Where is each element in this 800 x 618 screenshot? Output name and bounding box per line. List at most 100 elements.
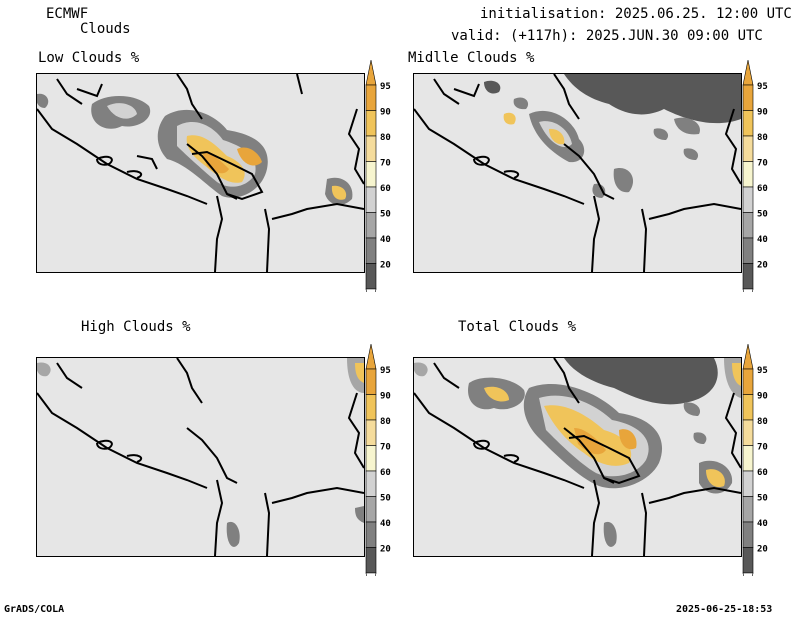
colorbar-segment: [365, 186, 377, 213]
colorbar-middle: 95 90 80 70 60 50 40 20: [740, 58, 780, 314]
colorbar-tick-label: 95: [380, 366, 391, 376]
colorbar-arrow-bottom: [365, 572, 377, 598]
colorbar-tick-label: 70: [380, 159, 391, 169]
valid-time: valid: (+117h): 2025.JUN.30 09:00 UTC: [451, 28, 763, 44]
colorbar-tick-label: 70: [757, 443, 768, 453]
colorbar-tick-label: 40: [757, 235, 768, 245]
panel-title-low: Low Clouds %: [38, 50, 140, 66]
colorbar-segment: [742, 419, 754, 446]
colorbar-tick-label: 60: [380, 184, 391, 194]
colorbar-segment: [365, 547, 377, 574]
colorbar-tick-label: 60: [380, 468, 391, 478]
colorbar-svg: 95 90 80 70 60 50 40 20: [742, 343, 768, 598]
product-name: Clouds: [80, 21, 131, 37]
colorbar-tick-label: 40: [380, 519, 391, 529]
borders-middle: [414, 74, 741, 272]
colorbar-segment: [742, 496, 754, 523]
panel-title-middle: Midlle Clouds %: [408, 50, 535, 66]
colorbar-tick-label: 50: [380, 210, 391, 220]
init-time: initialisation: 2025.06.25. 12:00 UTC: [480, 6, 792, 22]
colorbar-svg: 95 90 80 70 60 50 40 20: [742, 59, 768, 314]
panel-title-high: High Clouds %: [81, 319, 191, 335]
colorbar-segment: [742, 186, 754, 213]
borders-total: [414, 358, 741, 556]
borders-low: [37, 74, 364, 272]
colorbar-tick-label: 80: [757, 133, 768, 143]
colorbar-segment: [365, 161, 377, 188]
colorbar-total: 95 90 80 70 60 50 40 20: [740, 342, 780, 598]
colorbar-tick-label: 40: [380, 235, 391, 245]
map-panel-low: [36, 73, 365, 273]
colorbar-segment: [742, 110, 754, 137]
colorbar-segment: [742, 84, 754, 111]
colorbar-segment: [742, 161, 754, 188]
colorbar-tick-label: 90: [757, 392, 768, 402]
colorbar-segment: [365, 135, 377, 162]
colorbar-segment: [365, 419, 377, 446]
colorbar-svg: 95 90 80 70 60 50 40 20: [365, 343, 391, 598]
map-panel-total: [413, 357, 742, 557]
colorbar-tick-label: 80: [757, 417, 768, 427]
cloud-field-high: [37, 358, 364, 547]
colorbar-tick-label: 20: [380, 545, 391, 555]
colorbar-arrow-bottom: [742, 288, 754, 314]
colorbar-tick-label: 50: [757, 494, 768, 504]
footer-timestamp: 2025-06-25-18:53: [676, 604, 773, 615]
footer-software: GrADS/COLA: [4, 604, 65, 615]
colorbar-tick-label: 20: [757, 545, 768, 555]
colorbar-arrow-top: [742, 59, 754, 86]
map-panel-high: [36, 357, 365, 557]
colorbar-arrow-bottom: [365, 288, 377, 314]
colorbar-segment: [742, 368, 754, 395]
colorbar-tick-label: 60: [757, 468, 768, 478]
colorbar-tick-label: 90: [380, 392, 391, 402]
colorbar-segment: [742, 394, 754, 421]
colorbar-segment: [742, 547, 754, 574]
map-panel-middle: [413, 73, 742, 273]
colorbar-arrow-top: [742, 343, 754, 370]
colorbar-segment: [742, 521, 754, 548]
colorbar-tick-label: 20: [757, 261, 768, 271]
colorbar-tick-label: 70: [380, 443, 391, 453]
colorbar-tick-label: 80: [380, 417, 391, 427]
colorbar-segment: [365, 237, 377, 264]
colorbar-segment: [365, 84, 377, 111]
colorbar-tick-label: 50: [380, 494, 391, 504]
cloud-field-total: [414, 358, 741, 547]
cloud-field-middle: [484, 74, 741, 198]
colorbar-tick-label: 60: [757, 184, 768, 194]
colorbar-tick-label: 90: [757, 108, 768, 118]
colorbar-tick-label: 80: [380, 133, 391, 143]
model-name: ECMWF: [46, 6, 89, 22]
colorbar-tick-label: 20: [380, 261, 391, 271]
colorbar-tick-label: 70: [757, 159, 768, 169]
colorbar-segment: [365, 368, 377, 395]
colorbar-segment: [742, 470, 754, 497]
colorbar-segment: [365, 263, 377, 290]
colorbar-segment: [365, 496, 377, 523]
colorbar-low: 95 90 80 70 60 50 40 20: [363, 58, 403, 314]
colorbar-segment: [742, 237, 754, 264]
colorbar-segment: [365, 394, 377, 421]
colorbar-segment: [742, 135, 754, 162]
colorbar-segment: [742, 212, 754, 239]
colorbar-segment: [365, 521, 377, 548]
colorbar-arrow-bottom: [742, 572, 754, 598]
colorbar-tick-label: 95: [757, 82, 768, 92]
colorbar-high: 95 90 80 70 60 50 40 20: [363, 342, 403, 598]
colorbar-tick-label: 95: [757, 366, 768, 376]
colorbar-segment: [365, 470, 377, 497]
colorbar-tick-label: 90: [380, 108, 391, 118]
colorbar-arrow-top: [365, 343, 377, 370]
colorbar-svg: 95 90 80 70 60 50 40 20: [365, 59, 391, 314]
colorbar-segment: [742, 445, 754, 472]
colorbar-tick-label: 50: [757, 210, 768, 220]
colorbar-tick-label: 95: [380, 82, 391, 92]
borders-high: [37, 358, 364, 556]
colorbar-tick-label: 40: [757, 519, 768, 529]
colorbar-arrow-top: [365, 59, 377, 86]
colorbar-segment: [365, 110, 377, 137]
colorbar-segment: [365, 212, 377, 239]
colorbar-segment: [365, 445, 377, 472]
colorbar-segment: [742, 263, 754, 290]
